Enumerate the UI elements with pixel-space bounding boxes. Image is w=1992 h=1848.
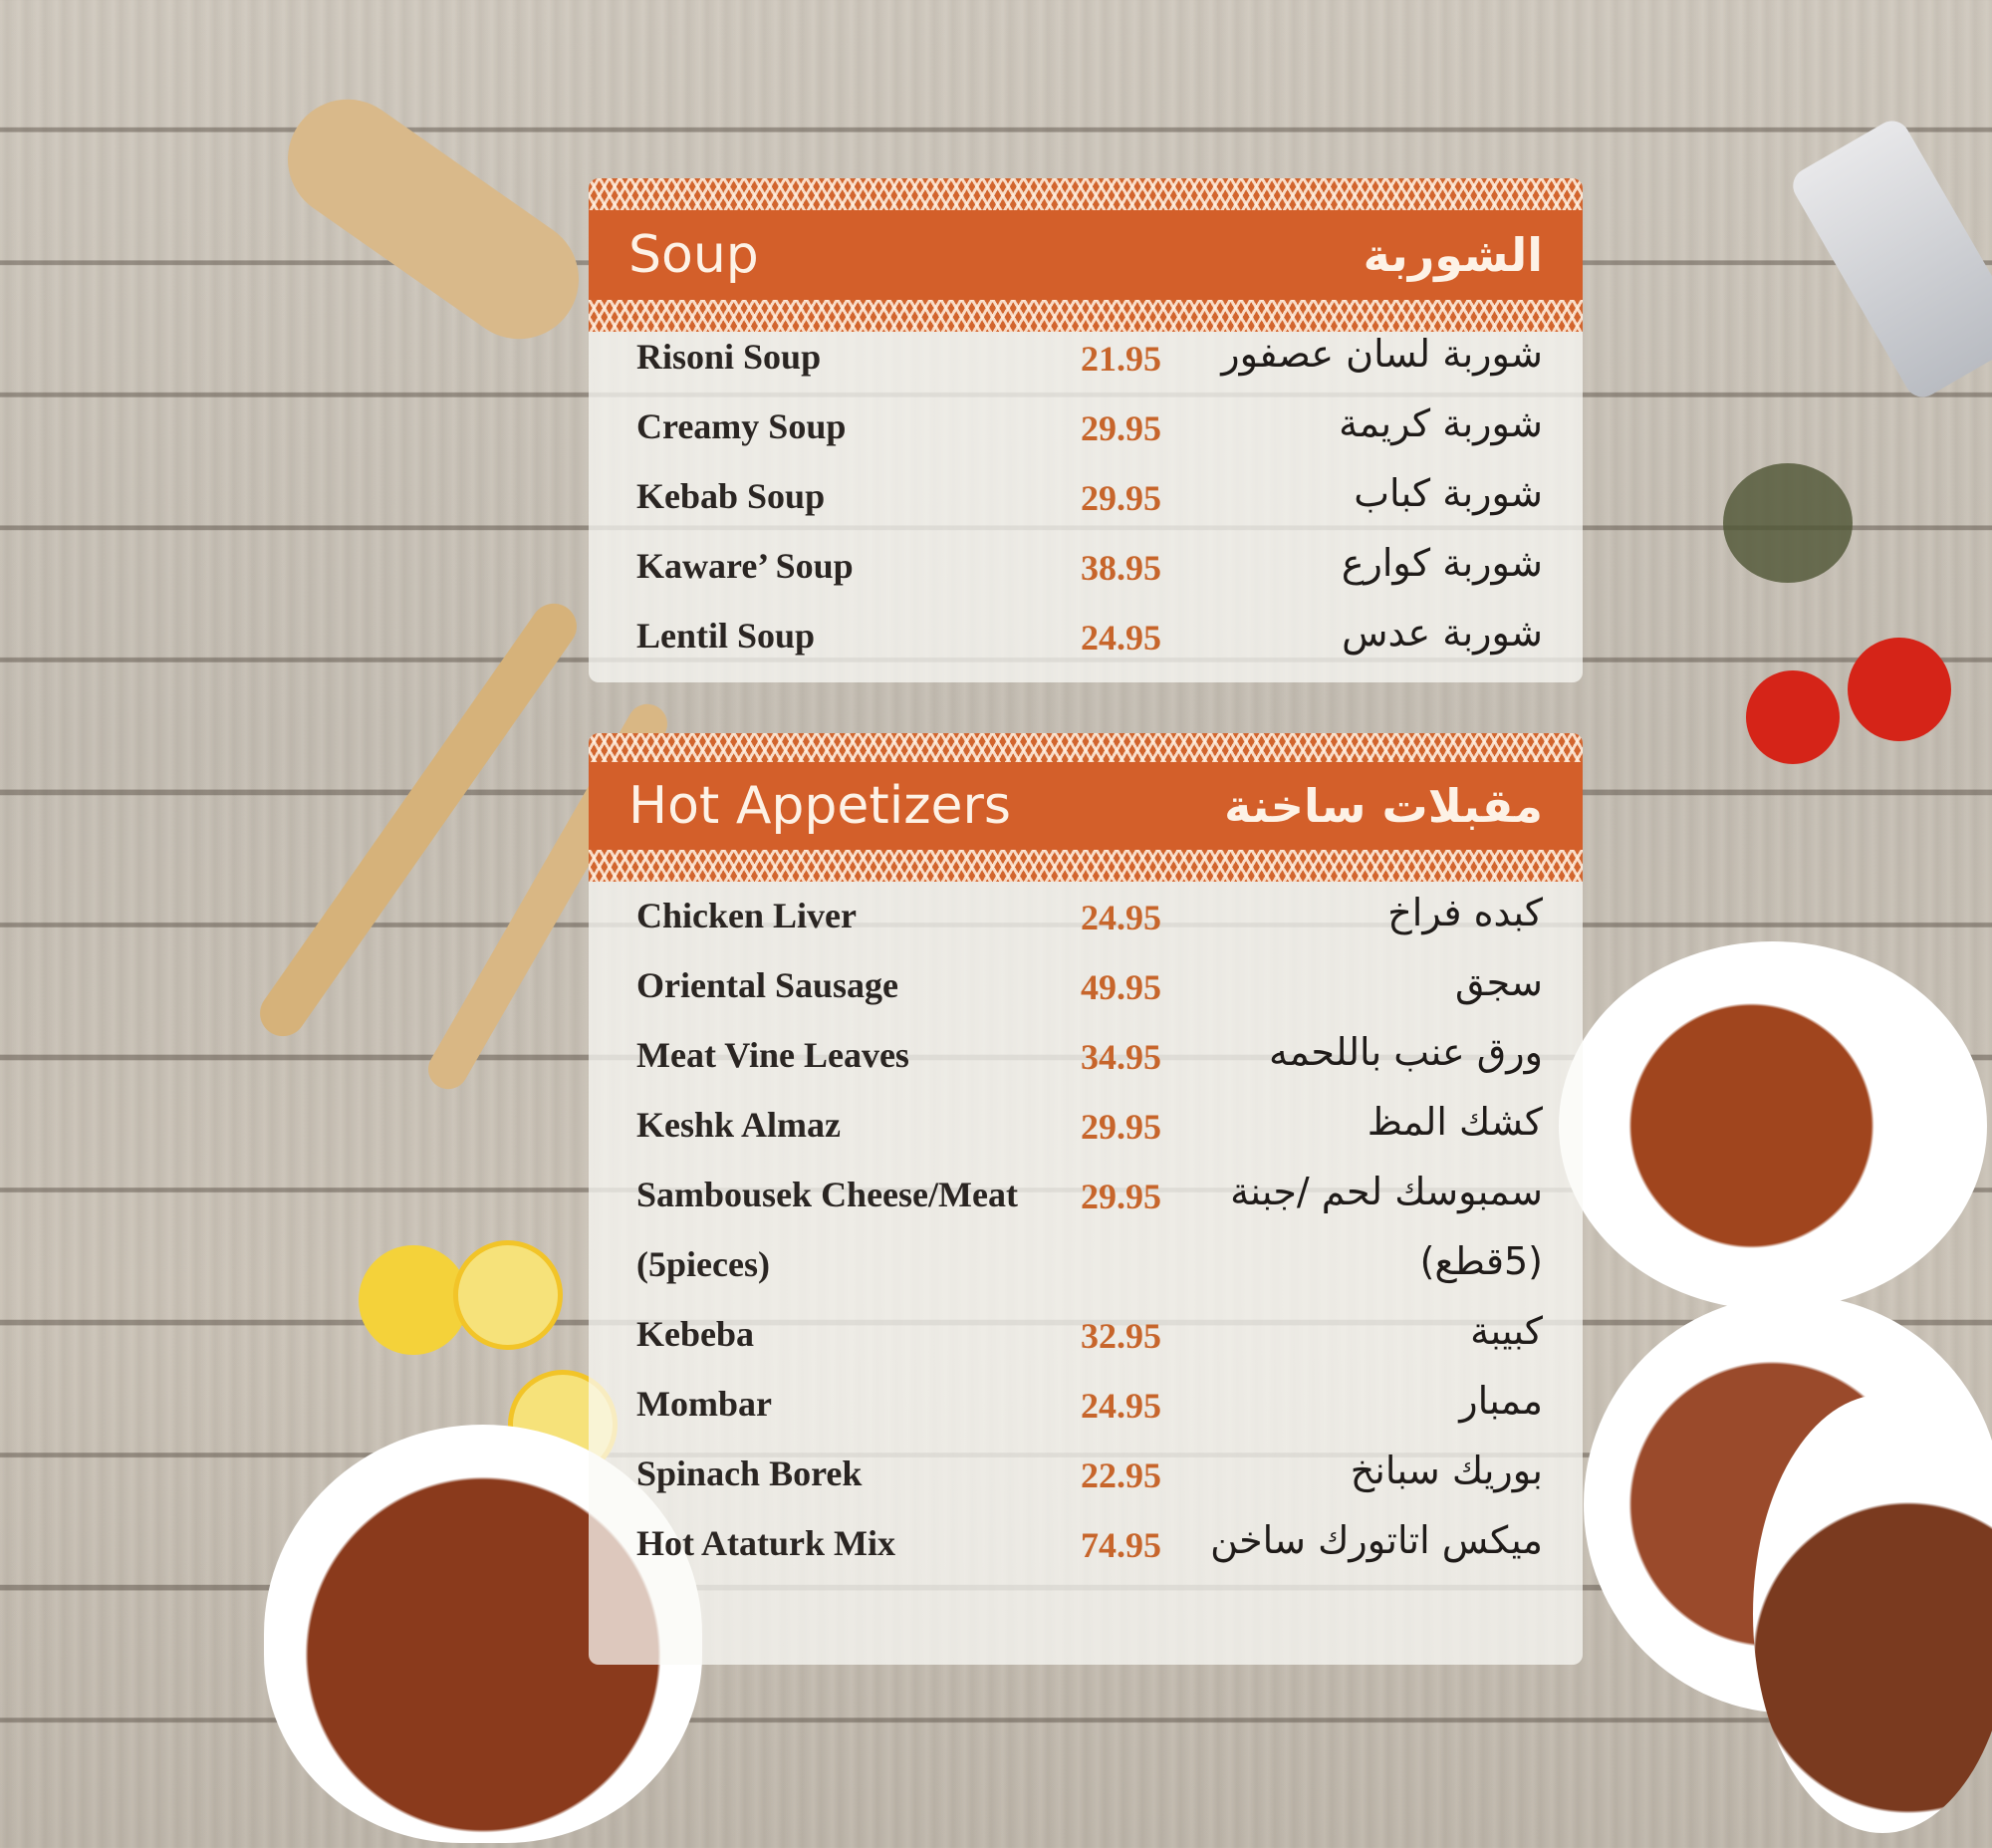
item-price: 38.95 (1081, 548, 1161, 588)
item-name-en: Kebeba (636, 1314, 755, 1354)
salt-shaker-image (1786, 114, 1992, 404)
herbs-image (1723, 463, 1853, 583)
item-name-en: Creamy Soup (636, 406, 847, 446)
menu-item: Creamy Soup 29.95 شوربة كريمة (589, 394, 1583, 463)
item-price: 32.95 (1081, 1316, 1161, 1356)
section-title-en: Soup (628, 225, 759, 285)
item-name-ar: ميكس اتاتورك ساخن (1210, 1518, 1543, 1562)
item-name-en: Kaware’ Soup (636, 546, 854, 586)
decorative-band (589, 733, 1583, 765)
menu-item: Meat Vine Leaves 34.95 ورق عنب باللحمه (589, 1022, 1583, 1092)
item-name-en: Spinach Borek (636, 1453, 863, 1493)
item-name-en: Oriental Sausage (636, 965, 899, 1005)
item-price: 74.95 (1081, 1525, 1161, 1565)
item-name-en: Chicken Liver (636, 896, 857, 935)
section-title-ar: الشوربة (1363, 228, 1543, 282)
item-name-en: Kebab Soup (636, 476, 826, 516)
stew-dish-image (1753, 1395, 1992, 1833)
item-price: 34.95 (1081, 1037, 1161, 1077)
item-name-ar: (5قطع) (1419, 1239, 1543, 1283)
menu-item: Mombar 24.95 ممبار (589, 1371, 1583, 1441)
item-name-en: Lentil Soup (636, 616, 816, 656)
item-name-en: Keshk Almaz (636, 1105, 842, 1145)
item-name-ar: شوربة عدس (1342, 611, 1543, 655)
item-name-ar: بوريك سبانخ (1350, 1449, 1543, 1492)
item-name-en: (5pieces) (636, 1244, 770, 1284)
item-price: 29.95 (1081, 408, 1161, 448)
lemon-slice-image (453, 1240, 563, 1350)
item-price: 24.95 (1081, 618, 1161, 658)
menu-item: Risoni Soup 21.95 شوربة لسان عصفور (589, 324, 1583, 394)
menu-item: Kebeba 32.95 كبيبة (589, 1301, 1583, 1371)
item-name-en: Hot Ataturk Mix (636, 1523, 895, 1563)
item-name-ar: شوربة كوارع (1341, 541, 1543, 585)
menu-item: Kebab Soup 29.95 شوربة كباب (589, 463, 1583, 533)
item-name-ar: سمبوسك لحم /جبنة (1230, 1170, 1543, 1213)
item-price: 24.95 (1081, 898, 1161, 937)
decorative-band (589, 300, 1583, 332)
item-name-ar: ورق عنب باللحمه (1269, 1030, 1543, 1074)
spatula-image (251, 594, 586, 1046)
section-title-ar: مقبلات ساخنة (1224, 779, 1543, 833)
section-header: Soup الشوربة (589, 210, 1583, 300)
section-header: Hot Appetizers مقبلات ساخنة (589, 762, 1583, 850)
item-price: 29.95 (1081, 1177, 1161, 1216)
section-title-en: Hot Appetizers (628, 776, 1012, 836)
hot-appetizers-section: Hot Appetizers مقبلات ساخنة Chicken Live… (589, 733, 1583, 1665)
soup-section: Soup الشوربة Risoni Soup 21.95 شوربة لسان … (589, 178, 1583, 682)
wooden-scoop-image (264, 76, 603, 363)
menu-item: Chicken Liver 24.95 كبده فراخ (589, 883, 1583, 952)
menu-item: Lentil Soup 24.95 شوربة عدس (589, 603, 1583, 672)
item-name-ar: كشك المظ (1367, 1100, 1543, 1144)
item-name-en: Risoni Soup (636, 337, 822, 377)
menu-item: Hot Ataturk Mix 74.95 ميكس اتاتورك ساخن (589, 1510, 1583, 1580)
item-name-en: Sambousek Cheese/Meat (636, 1175, 1018, 1214)
item-name-ar: شوربة كريمة (1339, 401, 1543, 445)
item-name-ar: شوربة كباب (1354, 471, 1543, 515)
item-price: 29.95 (1081, 1107, 1161, 1147)
item-price: 49.95 (1081, 967, 1161, 1007)
menu-item: (5pieces) (5قطع) (589, 1231, 1583, 1301)
item-name-en: Meat Vine Leaves (636, 1035, 909, 1075)
menu-item: Oriental Sausage 49.95 سجق (589, 952, 1583, 1022)
item-name-ar: ممبار (1459, 1379, 1543, 1423)
item-price: 21.95 (1081, 339, 1161, 379)
item-price: 22.95 (1081, 1455, 1161, 1495)
menu-item: Sambousek Cheese/Meat 29.95 سمبوسك لحم /جب… (589, 1162, 1583, 1231)
item-name-ar: كبيبة (1470, 1309, 1543, 1353)
item-name-ar: كبده فراخ (1387, 891, 1543, 934)
item-price: 29.95 (1081, 478, 1161, 518)
item-name-ar: سجق (1454, 960, 1543, 1004)
item-name-ar: شوربة لسان عصفور (1221, 332, 1543, 376)
decorative-band (589, 178, 1583, 210)
tomato-image (1746, 670, 1840, 764)
menu-item: Keshk Almaz 29.95 كشك المظ (589, 1092, 1583, 1162)
item-price: 24.95 (1081, 1386, 1161, 1426)
kibbeh-dish-image (1559, 941, 1987, 1310)
decorative-band (589, 850, 1583, 882)
tomato-image (1848, 638, 1951, 741)
item-name-en: Mombar (636, 1384, 772, 1424)
lemon-image (359, 1245, 468, 1355)
menu-item: Kaware’ Soup 38.95 شوربة كوارع (589, 533, 1583, 603)
menu-item: Spinach Borek 22.95 بوريك سبانخ (589, 1441, 1583, 1510)
